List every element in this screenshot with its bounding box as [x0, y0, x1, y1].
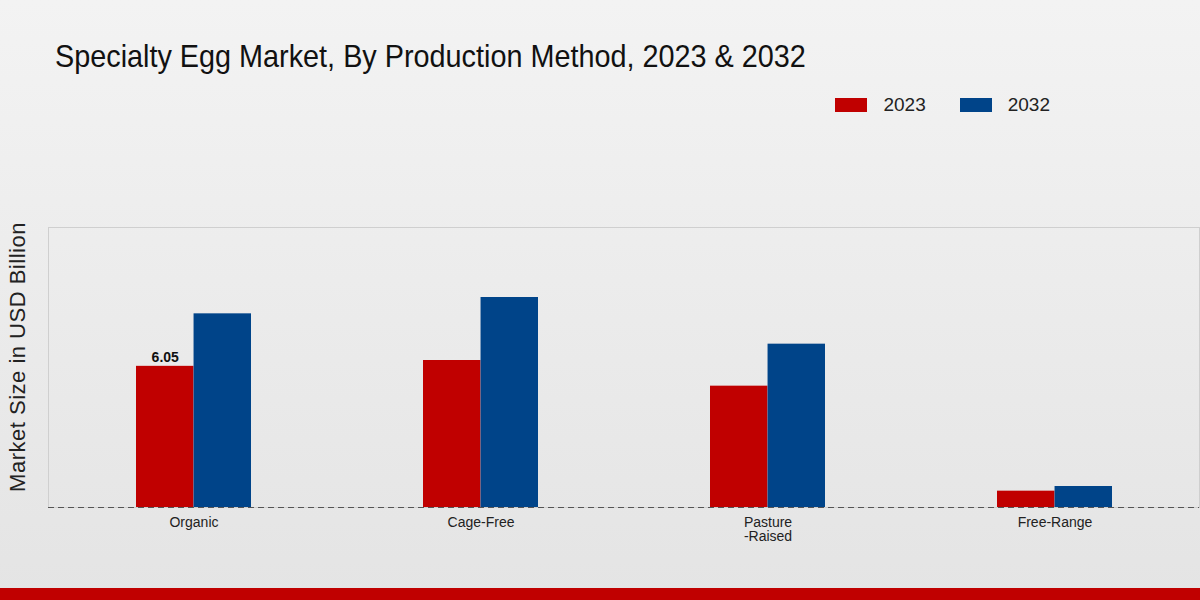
svg-text:Free-Range: Free-Range: [1018, 514, 1093, 530]
html-text:Specialty Egg Market, By Produ: Specialty Egg Market, By Production Meth…: [55, 38, 806, 74]
html-text:Market Size in USD Billion: Market Size in USD Billion: [5, 222, 30, 492]
svg-text:Organic: Organic: [169, 514, 218, 530]
svg-text:Cage-Free: Cage-Free: [448, 514, 515, 530]
html-text:2032: 2032: [1007, 94, 1050, 115]
svg-text:Pasture-Raised: Pasture-Raised: [744, 514, 792, 544]
svg-text:6.05: 6.05: [152, 349, 179, 365]
html-text:2023: 2023: [883, 94, 926, 115]
